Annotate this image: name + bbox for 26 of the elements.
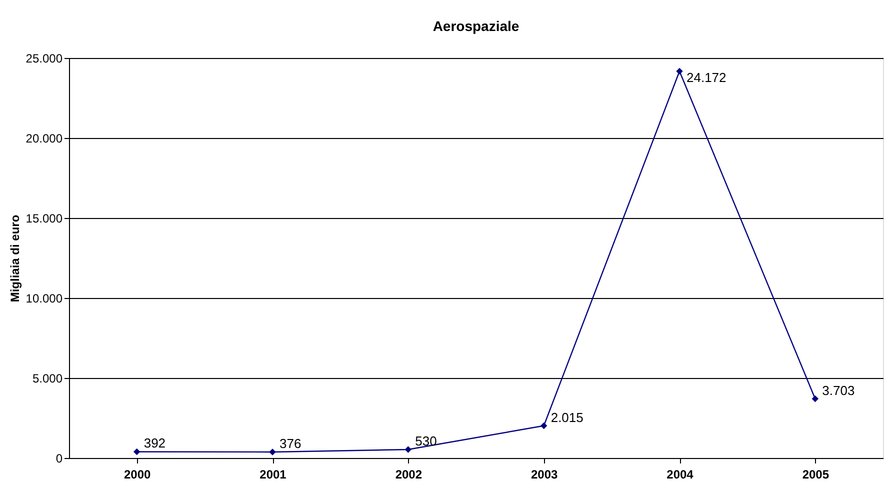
point [540,422,548,430]
data-label: 24.172 [686,70,726,86]
point [133,448,140,456]
x-tick-label: 2004 [666,468,694,482]
y-axis-title: Migliaia di euro [8,214,22,302]
y-tick-label: 10.000 [26,292,63,306]
point [269,448,276,456]
x-tick-label: 2002 [395,468,422,482]
y-tick-label: 15.000 [26,212,63,226]
x-tick-label: 2001 [260,468,287,482]
data-label: 392 [144,436,166,451]
point [676,68,683,75]
x-tick-label: 2005 [802,468,830,482]
y-tick-label: 0 [56,452,63,466]
point [404,446,412,453]
y-tick-label: 20.000 [26,132,63,146]
chart-title: Aerospaziale [432,18,520,34]
x-tick-label: 2003 [530,468,558,482]
data-label: 2.015 [550,410,584,425]
y-tick-label: 5.000 [32,372,63,386]
data-label: 376 [280,436,302,451]
data-label: 530 [415,434,437,449]
y-tick-label: 25.000 [26,52,63,66]
x-tick-label: 2000 [124,468,152,482]
data-label: 3.703 [822,382,855,398]
point [812,395,819,402]
